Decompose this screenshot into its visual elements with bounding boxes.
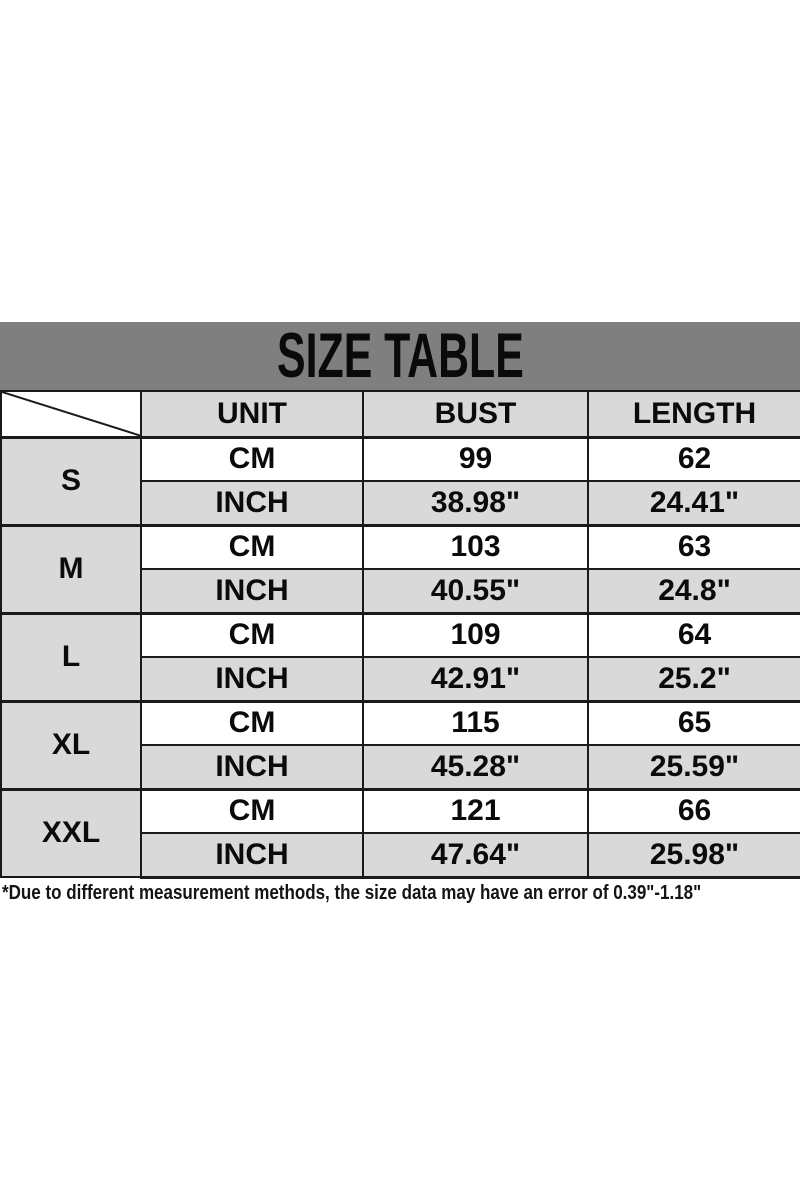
page-title: SIZE TABLE bbox=[276, 322, 524, 390]
unit-label: CM bbox=[140, 611, 364, 658]
unit-label: CM bbox=[140, 523, 364, 570]
header-row: UNIT BUST LENGTH bbox=[0, 390, 800, 438]
diagonal-line-icon bbox=[2, 392, 140, 436]
size-label: XL bbox=[0, 699, 142, 790]
col-header-unit: UNIT bbox=[140, 390, 364, 438]
length-value: 24.41" bbox=[587, 480, 800, 526]
table-row: INCH 47.64" 25.98" bbox=[1, 832, 800, 879]
length-value: 64 bbox=[587, 611, 800, 658]
unit-label: INCH bbox=[140, 656, 364, 702]
table-row: M CM 103 63 bbox=[0, 523, 800, 614]
footnote-text: *Due to different measurement methods, t… bbox=[2, 881, 702, 904]
table-row: XXL CM 121 66 bbox=[0, 787, 800, 878]
footnote: *Due to different measurement methods, t… bbox=[0, 882, 800, 905]
diagonal-header-cell bbox=[0, 390, 142, 438]
unit-label: CM bbox=[140, 699, 364, 746]
size-table: UNIT BUST LENGTH S CM 99 62 INCH 38.98" … bbox=[0, 390, 800, 879]
size-label: L bbox=[0, 611, 142, 702]
table-row: INCH 45.28" 25.59" bbox=[1, 744, 800, 790]
table-row: INCH 40.55" 24.8" bbox=[1, 568, 800, 614]
size-label: S bbox=[0, 435, 142, 526]
bust-value: 121 bbox=[362, 787, 589, 834]
length-value: 63 bbox=[587, 523, 800, 570]
bust-value: 47.64" bbox=[362, 832, 589, 879]
length-value: 66 bbox=[587, 787, 800, 834]
unit-label: INCH bbox=[140, 568, 364, 614]
length-value: 25.98" bbox=[587, 832, 800, 879]
unit-label: INCH bbox=[140, 480, 364, 526]
table-row: XL CM 115 65 bbox=[0, 699, 800, 790]
col-header-length: LENGTH bbox=[587, 390, 800, 438]
bust-value: 99 bbox=[362, 435, 589, 482]
length-value: 65 bbox=[587, 699, 800, 746]
length-value: 62 bbox=[587, 435, 800, 482]
banner: SIZE TABLE bbox=[0, 322, 800, 390]
table-row: L CM 109 64 bbox=[0, 611, 800, 702]
length-value: 25.59" bbox=[587, 744, 800, 790]
table-row: S CM 99 62 bbox=[0, 435, 800, 526]
table-row: INCH 42.91" 25.2" bbox=[1, 656, 800, 702]
unit-label: CM bbox=[140, 435, 364, 482]
bust-value: 38.98" bbox=[362, 480, 589, 526]
bust-value: 40.55" bbox=[362, 568, 589, 614]
length-value: 24.8" bbox=[587, 568, 800, 614]
size-label: M bbox=[0, 523, 142, 614]
unit-label: INCH bbox=[140, 832, 364, 879]
length-value: 25.2" bbox=[587, 656, 800, 702]
bust-value: 42.91" bbox=[362, 656, 589, 702]
bust-value: 109 bbox=[362, 611, 589, 658]
bust-value: 45.28" bbox=[362, 744, 589, 790]
bust-value: 103 bbox=[362, 523, 589, 570]
bust-value: 115 bbox=[362, 699, 589, 746]
table-row: INCH 38.98" 24.41" bbox=[1, 480, 800, 526]
size-label: XXL bbox=[0, 787, 142, 878]
col-header-bust: BUST bbox=[362, 390, 589, 438]
unit-label: INCH bbox=[140, 744, 364, 790]
unit-label: CM bbox=[140, 787, 364, 834]
size-chart-content: SIZE TABLE UNIT BUST LENGTH bbox=[0, 322, 800, 905]
